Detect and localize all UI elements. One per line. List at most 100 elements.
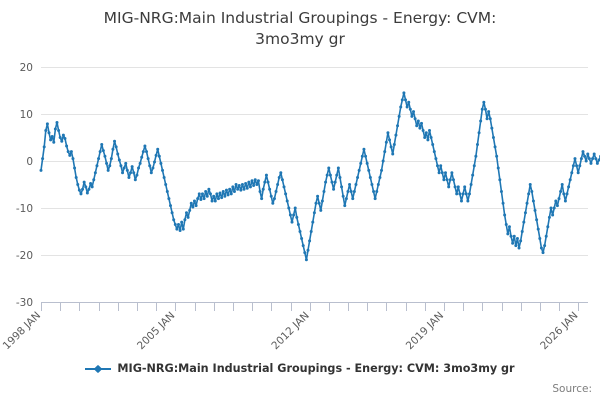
data-point-marker — [455, 192, 459, 196]
data-point-marker — [130, 165, 134, 169]
data-point-marker — [157, 154, 161, 158]
chart-title: MIG-NRG:Main Industrial Groupings - Ener… — [40, 8, 560, 50]
data-point-marker — [570, 171, 574, 175]
data-point-marker — [162, 175, 166, 179]
data-point-marker — [93, 171, 97, 175]
data-point-marker — [340, 185, 344, 189]
data-point-marker — [159, 161, 163, 165]
data-point-marker — [325, 173, 329, 177]
data-point-marker — [154, 153, 158, 157]
data-point-marker — [514, 244, 518, 248]
data-point-marker — [496, 166, 500, 170]
data-point-marker — [576, 171, 580, 175]
data-point-marker — [512, 234, 516, 238]
data-point-marker — [338, 175, 342, 179]
data-point-marker — [402, 91, 406, 95]
data-point-marker — [173, 222, 177, 226]
data-point-marker — [119, 164, 123, 168]
data-point-marker — [117, 158, 121, 162]
data-point-marker — [210, 199, 214, 203]
data-point-marker — [186, 215, 190, 219]
data-point-marker — [66, 150, 70, 154]
x-axis-tick-label: 2012 JAN — [269, 310, 311, 352]
data-point-marker — [296, 222, 300, 226]
data-point-marker — [204, 190, 208, 194]
data-point-marker — [239, 188, 243, 192]
data-point-marker — [284, 192, 288, 196]
data-point-marker — [169, 204, 172, 208]
data-point-marker — [145, 150, 149, 154]
chart-title-line-2: 3mo3my gr — [255, 30, 345, 48]
data-point-marker — [344, 197, 348, 201]
data-point-marker — [410, 114, 414, 118]
data-point-marker — [565, 192, 569, 196]
data-point-marker — [392, 143, 396, 147]
data-point-marker — [523, 211, 527, 215]
data-point-marker — [55, 120, 59, 124]
data-point-marker — [57, 128, 61, 132]
data-point-marker — [306, 248, 310, 252]
data-point-marker — [256, 179, 260, 183]
data-point-marker — [84, 185, 88, 189]
data-point-marker — [343, 204, 347, 208]
data-point-marker — [362, 147, 366, 151]
data-point-marker — [109, 157, 113, 161]
y-axis-tick-label: -10 — [16, 203, 33, 215]
data-point-marker — [116, 152, 120, 156]
data-point-marker — [216, 197, 220, 201]
data-point-marker — [279, 171, 283, 175]
data-point-marker — [531, 199, 535, 203]
data-point-marker — [105, 161, 109, 165]
data-point-marker — [554, 199, 558, 203]
data-point-marker — [503, 213, 507, 217]
data-point-marker — [530, 190, 534, 194]
data-point-marker — [82, 180, 86, 184]
data-point-marker — [165, 190, 169, 194]
data-point-marker — [247, 180, 251, 184]
data-point-marker — [221, 190, 225, 194]
data-point-marker — [391, 152, 395, 156]
data-point-marker — [218, 191, 222, 195]
data-point-marker — [143, 144, 147, 148]
data-point-marker — [397, 114, 401, 118]
data-point-marker — [413, 117, 417, 121]
data-point-marker — [44, 128, 48, 132]
data-point-marker — [560, 183, 564, 186]
data-point-marker — [189, 201, 193, 205]
data-point-marker — [151, 166, 155, 170]
x-axis-tick-label: 2005 JAN — [135, 310, 177, 352]
data-point-marker — [58, 136, 62, 139]
data-point-marker — [583, 154, 587, 158]
data-point-marker — [501, 201, 505, 205]
data-point-marker — [121, 171, 125, 175]
legend-item-energy[interactable]: MIG-NRG:Main Industrial Groupings - Ener… — [85, 362, 515, 375]
data-point-marker — [352, 190, 356, 194]
data-point-marker — [567, 185, 571, 189]
data-point-marker — [231, 185, 235, 189]
data-point-marker — [87, 187, 91, 191]
data-point-marker — [127, 175, 131, 179]
data-point-marker — [111, 147, 115, 151]
data-point-marker — [90, 185, 94, 189]
data-point-marker — [308, 239, 312, 243]
data-point-marker — [240, 183, 244, 186]
data-point-marker — [170, 211, 174, 215]
data-point-marker — [250, 179, 254, 183]
data-point-marker — [535, 218, 539, 222]
data-point-marker — [207, 187, 211, 191]
data-point-marker — [153, 160, 157, 164]
data-point-marker — [466, 199, 470, 203]
x-axis-tick-label: 2026 JAN — [538, 310, 580, 352]
data-point-marker — [252, 183, 256, 187]
data-point-marker — [172, 218, 176, 222]
data-point-marker — [451, 178, 455, 182]
data-point-marker — [212, 194, 216, 198]
data-point-marker — [319, 208, 323, 212]
data-point-marker — [175, 227, 179, 231]
data-point-marker — [140, 155, 144, 159]
data-point-marker — [244, 182, 248, 186]
data-point-marker — [49, 138, 53, 142]
data-point-marker — [375, 190, 379, 194]
data-point-marker — [176, 222, 180, 226]
data-point-marker — [261, 187, 265, 191]
